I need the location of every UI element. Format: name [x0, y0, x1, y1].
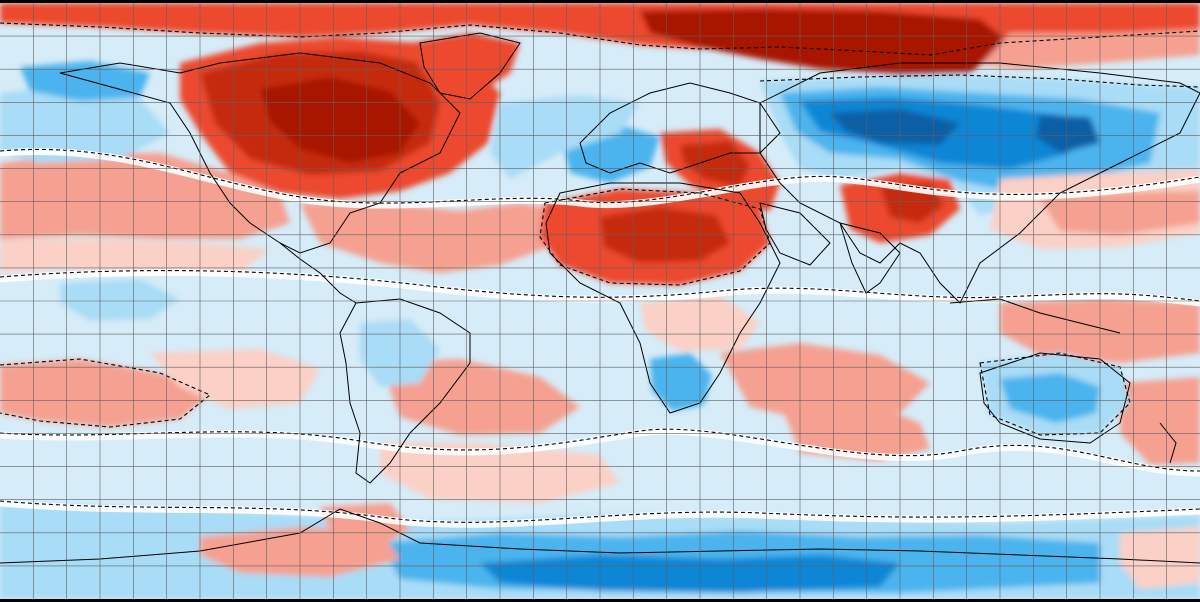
alaska-cool [20, 61, 150, 101]
australia-mid-cool [1000, 373, 1100, 423]
greenland-warm [410, 33, 520, 99]
coast-new-zealand [1159, 422, 1177, 464]
north-pacific-warm [0, 153, 290, 239]
arctic-pale-fringe [980, 29, 1200, 69]
arctic-dark-core [640, 9, 1010, 75]
coast-australia [979, 352, 1131, 444]
east-asia-deep-cool [1036, 115, 1100, 153]
coast-central-america [279, 242, 357, 304]
east-pacific-cool-patch [60, 279, 180, 321]
coast-africa [545, 182, 781, 414]
atlantic-warm [300, 203, 580, 273]
southeast-antarctic-warm [1120, 527, 1200, 589]
top-border [0, 0, 1200, 3]
zero-band-antarctic [0, 499, 1200, 528]
coast-indonesia [949, 298, 1121, 334]
south-pacific-warm [0, 359, 210, 427]
south-pacific-pale [150, 349, 320, 409]
antarctic-strong-cool [480, 555, 900, 593]
coast-india [839, 222, 901, 294]
zero-band-tropics [0, 269, 1200, 307]
coast-north-america [59, 52, 461, 254]
eurasia-deep-cool [830, 109, 960, 145]
coast-south-america [339, 298, 471, 484]
coast-greenland [419, 32, 521, 100]
dashed-contour-9 [0, 358, 212, 428]
zero-band-south [0, 427, 1200, 477]
southwest-pacific-warm [1120, 377, 1200, 465]
north-atlantic-cool [490, 95, 640, 179]
graticule [0, 3, 1200, 599]
indian-ocean-warm [720, 343, 930, 423]
north-pacific-pale [0, 239, 270, 273]
south-indian-warm [780, 399, 930, 461]
anomaly-map [0, 3, 1200, 599]
northeast-pacific-cool [0, 87, 170, 163]
south-atlantic-warm [380, 359, 580, 435]
dashed-contour-2 [0, 270, 1200, 302]
bottom-border [0, 599, 1200, 602]
